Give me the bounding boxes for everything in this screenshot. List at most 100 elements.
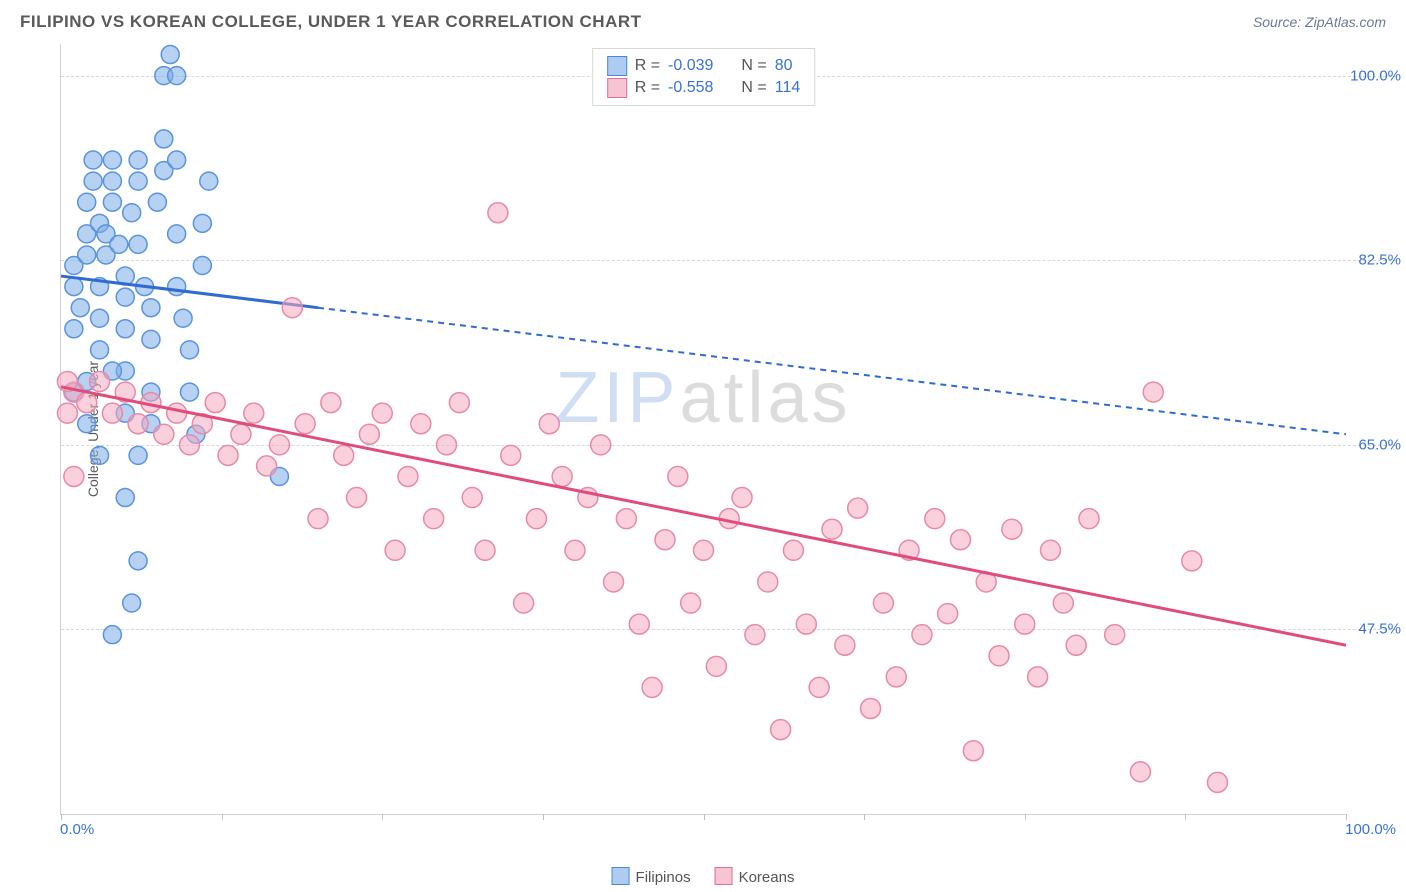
scatter-point [488, 203, 508, 223]
scatter-point [372, 403, 392, 423]
scatter-point [193, 257, 211, 275]
scatter-point [167, 403, 187, 423]
scatter-point [168, 151, 186, 169]
scatter-point [295, 414, 315, 434]
scatter-point [809, 677, 829, 697]
scatter-point [205, 393, 225, 413]
scatter-point [116, 288, 134, 306]
legend-row-koreans: R = -0.558 N = 114 [607, 77, 801, 99]
scatter-point [218, 445, 238, 465]
scatter-point [694, 540, 714, 560]
scatter-point [783, 540, 803, 560]
scatter-point [1143, 382, 1163, 402]
r-label: R = [635, 55, 660, 77]
r-label: R = [635, 77, 660, 99]
scatter-point [231, 424, 251, 444]
scatter-point [91, 341, 109, 359]
scatter-point [57, 403, 77, 423]
scatter-point [123, 204, 141, 222]
scatter-point [989, 646, 1009, 666]
n-value-filipinos: 80 [775, 55, 793, 77]
scatter-point [103, 193, 121, 211]
scatter-point [1002, 519, 1022, 539]
scatter-point [116, 489, 134, 507]
scatter-point [129, 172, 147, 190]
scatter-point [449, 393, 469, 413]
legend-item-koreans: Koreans [715, 867, 795, 886]
scatter-point [334, 445, 354, 465]
chart-title: FILIPINO VS KOREAN COLLEGE, UNDER 1 YEAR… [20, 12, 642, 32]
scatter-point [1066, 635, 1086, 655]
scatter-point [91, 309, 109, 327]
scatter-point [129, 151, 147, 169]
scatter-point [71, 299, 89, 317]
scatter-point [78, 193, 96, 211]
scatter-point [155, 130, 173, 148]
legend-row-filipinos: R = -0.039 N = 80 [607, 55, 801, 77]
scatter-point [1040, 540, 1060, 560]
scatter-point [938, 604, 958, 624]
correlation-legend: R = -0.039 N = 80 R = -0.558 N = 114 [592, 48, 816, 106]
swatch-koreans-icon [715, 867, 733, 885]
legend-label-filipinos: Filipinos [636, 869, 691, 886]
scatter-point [168, 67, 186, 85]
swatch-koreans [607, 78, 627, 98]
scatter-point [181, 383, 199, 401]
scatter-point [963, 741, 983, 761]
scatter-point [154, 424, 174, 444]
x-axis-labels: 0.0% 100.0% [60, 815, 1346, 839]
scatter-point [951, 530, 971, 550]
scatter-point [102, 403, 122, 423]
scatter-point [591, 435, 611, 455]
scatter-point [64, 466, 84, 486]
scatter-point [835, 635, 855, 655]
y-tick-label: 65.0% [1358, 436, 1401, 453]
scatter-point [244, 403, 264, 423]
scatter-point [161, 46, 179, 64]
scatter-point [269, 435, 289, 455]
trend-line-solid [61, 387, 1346, 645]
n-label: N = [741, 55, 766, 77]
scatter-point [91, 446, 109, 464]
x-min-label: 0.0% [60, 821, 94, 838]
scatter-point [565, 540, 585, 560]
scatter-point [129, 446, 147, 464]
r-value-koreans: -0.558 [668, 77, 713, 99]
scatter-point [848, 498, 868, 518]
swatch-filipinos [607, 56, 627, 76]
scatter-point [1130, 762, 1150, 782]
source-attribution: Source: ZipAtlas.com [1253, 14, 1386, 30]
scatter-point [200, 172, 218, 190]
scatter-point [84, 172, 102, 190]
scatter-point [359, 424, 379, 444]
scatter-svg [61, 44, 1346, 814]
scatter-point [181, 341, 199, 359]
scatter-point [771, 720, 791, 740]
scatter-point [103, 172, 121, 190]
scatter-point [539, 414, 559, 434]
scatter-point [193, 214, 211, 232]
scatter-point [90, 372, 110, 392]
scatter-point [103, 626, 121, 644]
scatter-point [424, 509, 444, 529]
scatter-point [706, 656, 726, 676]
n-value-koreans: 114 [775, 77, 801, 99]
scatter-point [1208, 772, 1228, 792]
scatter-point [745, 625, 765, 645]
scatter-point [1015, 614, 1035, 634]
trend-line-dashed [318, 308, 1346, 435]
scatter-point [629, 614, 649, 634]
scatter-point [180, 435, 200, 455]
chart-header: FILIPINO VS KOREAN COLLEGE, UNDER 1 YEAR… [0, 0, 1406, 40]
scatter-point [514, 593, 534, 613]
scatter-point [616, 509, 636, 529]
source-prefix: Source: [1253, 14, 1305, 30]
scatter-point [796, 614, 816, 634]
scatter-point [148, 193, 166, 211]
chart-plot-area: College, Under 1 year 47.5%65.0%82.5%100… [60, 44, 1346, 815]
scatter-point [78, 415, 96, 433]
scatter-point [398, 466, 418, 486]
scatter-point [655, 530, 675, 550]
legend-label-koreans: Koreans [739, 869, 795, 886]
scatter-point [681, 593, 701, 613]
